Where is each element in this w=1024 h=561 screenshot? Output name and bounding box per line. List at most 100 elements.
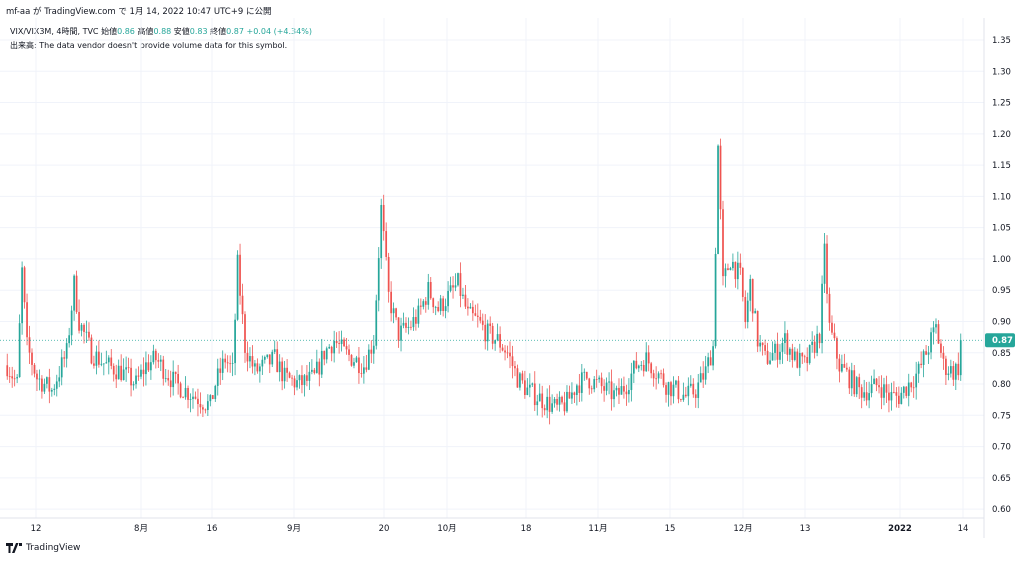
candle-body bbox=[110, 357, 113, 366]
candle-body bbox=[818, 333, 821, 344]
price-tick-label: 0.80 bbox=[992, 380, 1011, 390]
candle-body bbox=[325, 348, 328, 360]
tradingview-logo-icon bbox=[6, 543, 22, 553]
candle-body bbox=[454, 285, 457, 288]
candle-body bbox=[481, 320, 484, 325]
candle-body bbox=[479, 316, 482, 321]
candle-body bbox=[571, 392, 573, 399]
candle-body bbox=[437, 306, 440, 312]
candle-body bbox=[801, 352, 804, 357]
candle-body bbox=[410, 326, 412, 328]
candle-body bbox=[553, 398, 556, 404]
candle-body bbox=[73, 275, 75, 311]
candle-body bbox=[915, 373, 918, 388]
candle-body bbox=[855, 377, 858, 395]
candle-body bbox=[620, 386, 623, 395]
candle-body bbox=[949, 366, 952, 374]
candle-body bbox=[385, 231, 388, 257]
candle-body bbox=[365, 367, 368, 370]
candlesticks bbox=[0, 138, 984, 425]
candle-body bbox=[751, 278, 754, 314]
price-tick-label: 0.95 bbox=[992, 286, 1011, 296]
candle-body bbox=[130, 367, 132, 386]
candle-body bbox=[637, 365, 640, 369]
candle-body bbox=[623, 386, 625, 392]
candle-body bbox=[353, 362, 355, 366]
candle-body bbox=[105, 362, 108, 364]
candle-body bbox=[521, 373, 524, 381]
candle-body bbox=[784, 333, 786, 343]
candle-body bbox=[533, 383, 536, 406]
candle-body bbox=[432, 298, 435, 308]
candle-body bbox=[680, 399, 682, 400]
candle-body bbox=[905, 386, 908, 396]
candle-body bbox=[100, 363, 103, 365]
candle-body bbox=[154, 350, 157, 361]
candle-body bbox=[920, 363, 923, 365]
candle-body bbox=[489, 323, 492, 326]
candle-body bbox=[249, 356, 251, 362]
candle-body bbox=[945, 358, 947, 375]
candle-body bbox=[880, 387, 883, 398]
brand-label: TradingView bbox=[26, 543, 81, 553]
candle-body bbox=[598, 377, 601, 380]
candle-body bbox=[145, 362, 147, 375]
candle-body bbox=[457, 273, 459, 286]
candle-body bbox=[303, 375, 306, 386]
candle-body bbox=[363, 367, 365, 374]
candle-body bbox=[907, 382, 910, 396]
candle-body bbox=[900, 392, 903, 405]
candle-body bbox=[504, 350, 506, 353]
candle-body bbox=[803, 356, 806, 358]
change-value: +0.04 (+4.34%) bbox=[246, 27, 312, 36]
candle-body bbox=[786, 333, 789, 355]
time-tick-label: 18 bbox=[521, 524, 532, 534]
candle-body bbox=[343, 339, 345, 347]
tradingview-footer[interactable]: TradingView bbox=[6, 543, 80, 553]
candle-body bbox=[580, 372, 583, 393]
candle-body bbox=[769, 360, 771, 364]
candle-body bbox=[821, 283, 823, 344]
candle-body bbox=[333, 340, 336, 354]
candle-body bbox=[546, 396, 549, 411]
candle-body bbox=[462, 294, 464, 296]
high-value: 0.88 bbox=[153, 27, 172, 36]
close-value: 0.87 bbox=[226, 27, 244, 36]
candle-body bbox=[474, 313, 477, 316]
candle-body bbox=[187, 387, 189, 400]
candle-body bbox=[813, 341, 816, 353]
candle-body bbox=[873, 378, 875, 385]
price-tick-label: 1.30 bbox=[992, 67, 1011, 77]
candle-body bbox=[583, 371, 586, 373]
candle-body bbox=[536, 401, 539, 406]
candle-body bbox=[615, 387, 618, 391]
candle-body bbox=[766, 350, 769, 364]
candle-body bbox=[355, 357, 358, 363]
candle-body bbox=[412, 317, 415, 328]
candle-body bbox=[494, 340, 497, 344]
candle-body bbox=[652, 373, 655, 379]
candle-body bbox=[288, 372, 291, 378]
candle-body bbox=[229, 363, 232, 365]
candle-body bbox=[328, 346, 331, 349]
open-value: 0.86 bbox=[117, 27, 135, 36]
candle-body bbox=[397, 317, 400, 341]
candle-body bbox=[499, 334, 501, 348]
candle-body bbox=[214, 385, 217, 400]
candle-body bbox=[192, 396, 194, 400]
candle-body bbox=[917, 363, 920, 374]
candle-body bbox=[538, 393, 541, 402]
candle-body bbox=[306, 375, 308, 381]
candle-body bbox=[722, 209, 724, 277]
candle-body bbox=[816, 333, 818, 353]
candle-body bbox=[519, 373, 521, 388]
candle-body bbox=[273, 349, 276, 352]
candle-body bbox=[618, 387, 620, 395]
candle-body bbox=[670, 382, 672, 397]
candle-body bbox=[315, 361, 318, 373]
candle-body bbox=[927, 352, 930, 355]
candle-body bbox=[127, 367, 130, 369]
candle-body bbox=[657, 373, 660, 379]
candle-body bbox=[424, 301, 427, 305]
